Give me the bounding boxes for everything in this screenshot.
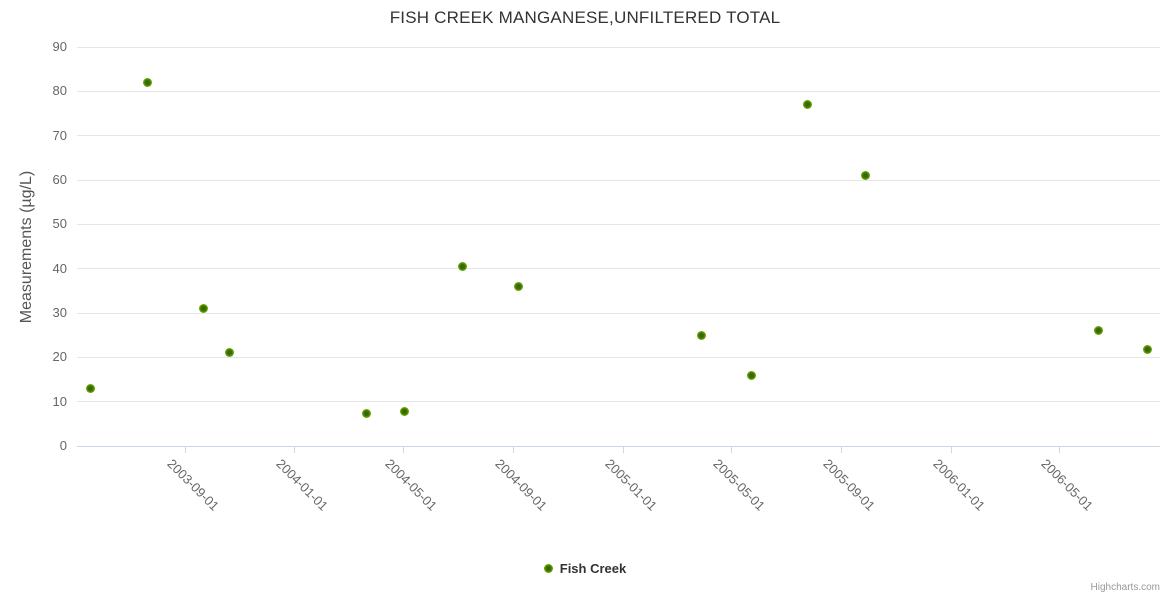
y-gridline [77, 135, 1160, 137]
y-gridline [77, 268, 1160, 270]
legend-item-fish-creek[interactable]: Fish Creek [0, 561, 1170, 576]
x-tick-label: 2005-01-01 [602, 456, 661, 514]
y-tick-label: 20 [52, 349, 67, 365]
y-gridline [77, 401, 1160, 403]
x-tick-mark [1058, 447, 1060, 453]
data-point[interactable] [400, 407, 410, 417]
y-tick-label: 50 [52, 216, 67, 232]
y-gridline [77, 179, 1160, 181]
data-point[interactable] [457, 261, 467, 271]
y-gridline [77, 46, 1160, 48]
legend-label: Fish Creek [559, 561, 627, 576]
x-tick-label: 2005-09-01 [820, 456, 879, 514]
y-tick-label: 70 [52, 127, 67, 143]
x-tick-label: 2005-05-01 [710, 456, 768, 514]
x-tick-label: 2003-09-01 [164, 456, 222, 514]
data-point[interactable] [225, 348, 235, 358]
data-point[interactable] [85, 383, 95, 393]
x-tick-mark [730, 447, 732, 453]
data-point[interactable] [746, 371, 756, 381]
y-tick-label: 40 [52, 260, 67, 276]
x-tick-label: 2006-01-01 [930, 456, 988, 514]
y-tick-label: 10 [52, 393, 67, 409]
data-point[interactable] [1094, 326, 1104, 336]
x-tick-mark [841, 447, 843, 453]
y-gridline [77, 223, 1160, 225]
legend-marker-icon [543, 564, 553, 573]
y-tick-label: 30 [52, 305, 67, 320]
x-tick-mark [184, 447, 186, 453]
data-point[interactable] [514, 281, 524, 291]
y-tick-label: 80 [52, 83, 67, 99]
y-tick-label: 60 [52, 172, 67, 187]
highcharts-credit-link[interactable]: Highcharts.com [1090, 582, 1160, 593]
x-tick-label: 2006-05-01 [1037, 456, 1096, 514]
x-tick-label: 2004-05-01 [382, 456, 440, 514]
data-point[interactable] [199, 304, 209, 314]
x-tick-mark [294, 447, 296, 453]
y-gridline [77, 312, 1160, 314]
x-tick-label: 2004-09-01 [492, 456, 551, 514]
data-point[interactable] [696, 330, 706, 340]
y-gridline [77, 356, 1160, 358]
chart-title: FISH CREEK MANGANESE,UNFILTERED TOTAL [389, 8, 781, 27]
x-tick-mark [622, 447, 624, 453]
data-point[interactable] [803, 100, 813, 110]
data-point[interactable] [860, 171, 870, 181]
data-point[interactable] [1142, 344, 1152, 354]
y-gridline [77, 90, 1160, 92]
data-point[interactable] [361, 409, 371, 419]
x-tick-label: 2004-01-01 [273, 456, 332, 514]
data-point[interactable] [142, 77, 152, 87]
y-tick-label: 0 [59, 438, 67, 453]
x-tick-mark [950, 447, 952, 453]
x-tick-mark [402, 447, 404, 453]
x-tick-mark [513, 447, 515, 453]
x-axis-line [77, 446, 1160, 447]
y-tick-label: 90 [52, 39, 67, 54]
